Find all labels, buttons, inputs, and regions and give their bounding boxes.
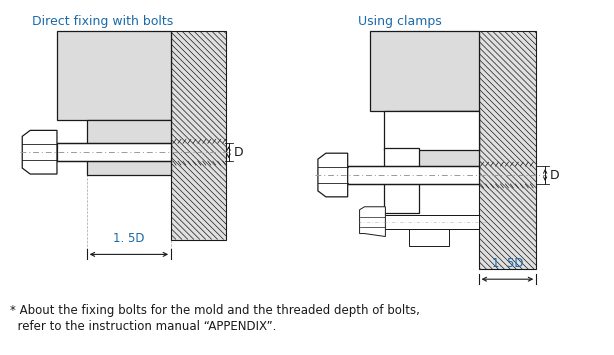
Bar — [57, 143, 171, 161]
Text: D: D — [233, 146, 243, 159]
Bar — [479, 31, 536, 269]
Bar — [370, 31, 479, 110]
Bar — [409, 229, 449, 246]
Polygon shape — [318, 153, 348, 197]
Polygon shape — [22, 130, 57, 174]
Bar — [57, 31, 171, 120]
Text: 1. 5D: 1. 5D — [113, 233, 145, 245]
Bar — [171, 31, 225, 240]
Bar — [384, 110, 479, 150]
Text: D: D — [550, 169, 560, 181]
Bar — [384, 148, 419, 213]
Text: Using clamps: Using clamps — [357, 15, 441, 28]
Bar — [384, 215, 479, 229]
Text: refer to the instruction manual “APPENDIX”.: refer to the instruction manual “APPENDI… — [10, 320, 277, 333]
Bar — [344, 166, 479, 184]
Text: * About the fixing bolts for the mold and the threaded depth of bolts,: * About the fixing bolts for the mold an… — [10, 304, 420, 317]
Bar — [87, 120, 171, 175]
Polygon shape — [360, 207, 386, 236]
Text: Direct fixing with bolts: Direct fixing with bolts — [32, 15, 173, 28]
Bar — [399, 110, 479, 170]
Text: 1. 5D: 1. 5D — [492, 257, 523, 270]
